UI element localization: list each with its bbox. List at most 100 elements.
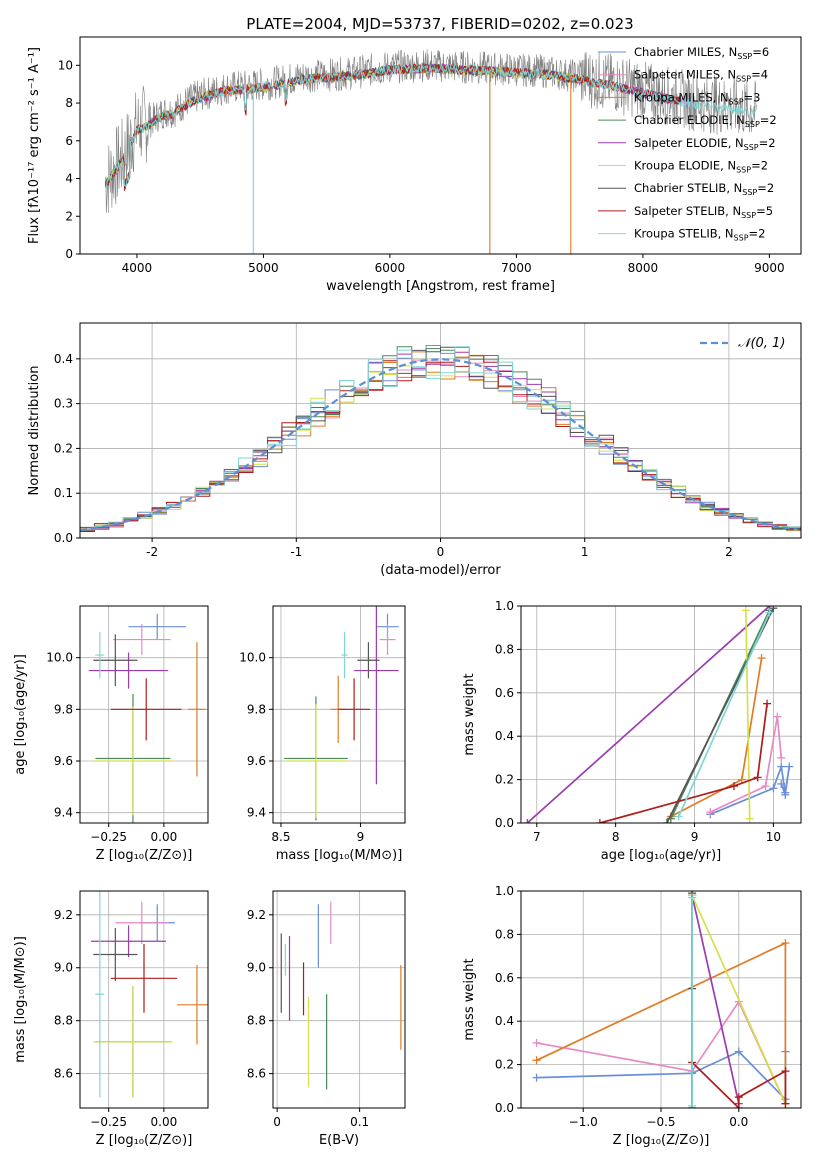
axes-frame bbox=[520, 605, 802, 824]
y-axis-label: Normed distribution bbox=[27, 366, 42, 496]
spectrum-model-4 bbox=[104, 62, 681, 190]
legend-entry-suffix: =3 bbox=[744, 90, 761, 104]
errorbar-point bbox=[128, 613, 186, 640]
y-tick-label: 10 bbox=[58, 58, 73, 72]
spectrum-model-8 bbox=[104, 62, 757, 189]
errorbar-point bbox=[95, 891, 105, 1098]
weight-marker bbox=[532, 1073, 541, 1082]
x-tick-label: 0 bbox=[437, 545, 445, 559]
x-tick-label: 9 bbox=[691, 830, 699, 844]
spectrum-model-6 bbox=[104, 62, 681, 187]
weight-marker bbox=[761, 782, 770, 791]
x-axis-label: wavelength [Angstrom, rest frame] bbox=[326, 279, 555, 294]
errorbar-point bbox=[115, 901, 169, 944]
errorbar-point bbox=[88, 652, 169, 689]
y-tick-label: 0.8 bbox=[495, 927, 514, 941]
panel-age-vs-mass: 8.5 9 9.4 9.6 9.8 10.0 mass [log₁₀(M/M⊙)] bbox=[239, 605, 406, 863]
legend-entry-sub: SSP bbox=[736, 166, 751, 175]
x-axis-label: Z [log₁₀(Z/Z⊙)] bbox=[613, 1133, 710, 1148]
errorbar-point bbox=[95, 631, 105, 679]
y-tick-label: 9.2 bbox=[247, 908, 266, 922]
errorbar-point bbox=[93, 986, 173, 1098]
x-tick-label: 9000 bbox=[754, 261, 785, 275]
panel-spectrum: 4000 5000 6000 7000 8000 9000 0 2 4 6 8 10 wavelengt… bbox=[27, 36, 802, 294]
axes-frame bbox=[272, 605, 406, 824]
legend-entry-sub: SSP bbox=[729, 97, 744, 106]
panel-mass-vs-ebv: 0 0.1 8.6 8.8 9.0 9.2 E(B-V) bbox=[247, 890, 406, 1148]
y-tick-label: 0 bbox=[65, 247, 73, 261]
errorbar-point bbox=[188, 642, 206, 777]
x-tick-label: -1 bbox=[290, 545, 302, 559]
weight-marker bbox=[532, 1038, 541, 1047]
y-tick-label: 9.6 bbox=[54, 754, 73, 768]
y-axis-label: mass weight bbox=[462, 958, 477, 1040]
weight-series-1 bbox=[709, 716, 783, 813]
x-tick-label: 0.00 bbox=[151, 830, 178, 844]
errorbar-point bbox=[113, 624, 171, 656]
errorbar-point bbox=[341, 631, 348, 679]
weight-marker bbox=[769, 784, 778, 793]
weight-marker bbox=[741, 606, 750, 615]
weight-marker bbox=[781, 1099, 790, 1108]
x-axis-label: mass [log₁₀(M/M⊙)] bbox=[276, 848, 403, 863]
y-tick-label: 9.4 bbox=[54, 806, 73, 820]
weight-marker bbox=[781, 939, 790, 948]
plot-area-weight-vs-Z bbox=[521, 891, 801, 1108]
weight-marker bbox=[729, 782, 738, 791]
y-axis-label: age [log₁₀(age/yr)] bbox=[13, 654, 28, 775]
x-tick-label: 5000 bbox=[248, 261, 279, 275]
y-tick-label: 9.8 bbox=[247, 702, 266, 716]
weight-marker bbox=[745, 814, 754, 823]
x-axis-label: Z [log₁₀(Z/Z⊙)] bbox=[96, 848, 193, 863]
weight-series-4 bbox=[526, 606, 771, 823]
weight-marker bbox=[706, 808, 715, 817]
legend-entry: Kroupa MILES, NSSP=3 bbox=[634, 90, 760, 106]
y-tick-label: 9.8 bbox=[54, 702, 73, 716]
errorbar-point bbox=[91, 925, 167, 958]
weight-marker bbox=[753, 773, 762, 782]
y-axis-label: Flux [fλ10⁻¹⁷ erg cm⁻² s⁻¹ A⁻¹] bbox=[27, 47, 42, 244]
legend-entry: Chabrier ELODIE, NSSP=2 bbox=[634, 113, 777, 129]
errorbar-point bbox=[357, 642, 380, 679]
legend-entry-text: Salpeter ELODIE, N bbox=[634, 136, 744, 150]
weight-marker bbox=[595, 819, 604, 823]
weight-marker bbox=[688, 893, 697, 902]
weight-marker bbox=[523, 819, 532, 823]
x-tick-label: 2 bbox=[725, 545, 733, 559]
errorbar-point bbox=[110, 943, 178, 1013]
y-tick-label: 9.0 bbox=[247, 961, 266, 975]
legend-entry-suffix: =5 bbox=[756, 204, 773, 218]
weight-marker bbox=[688, 1101, 697, 1108]
y-tick-label: 1.0 bbox=[495, 599, 514, 613]
y-tick-label: 8.8 bbox=[247, 1014, 266, 1028]
errorbar-point bbox=[354, 606, 399, 785]
y-tick-label: 8.6 bbox=[247, 1067, 266, 1081]
axes-frame bbox=[79, 36, 802, 255]
y-tick-label: 0.1 bbox=[54, 486, 73, 500]
legend-entry-text: Salpeter STELIB, N bbox=[634, 204, 741, 218]
y-tick-label: 0.3 bbox=[54, 397, 73, 411]
legend-entry-suffix: =2 bbox=[759, 136, 776, 150]
axes-frame bbox=[79, 605, 209, 824]
plot-area-mass-vs-Z bbox=[80, 891, 208, 1108]
weight-marker bbox=[777, 779, 786, 788]
y-tick-label: 6 bbox=[65, 134, 73, 148]
weight-marker bbox=[781, 790, 790, 799]
x-tick-label: 1 bbox=[581, 545, 589, 559]
y-tick-label: 0.2 bbox=[54, 441, 73, 455]
legend-entry-sub: SSP bbox=[741, 211, 756, 220]
weight-marker bbox=[734, 1047, 743, 1056]
x-axis-label: E(B-V) bbox=[319, 1133, 359, 1148]
y-tick-label: 0.6 bbox=[495, 971, 514, 985]
errorbar-point bbox=[93, 706, 173, 816]
weight-series-8 bbox=[677, 612, 771, 817]
weight-marker bbox=[532, 1056, 541, 1065]
legend-entry: Kroupa STELIB, NSSP=2 bbox=[634, 227, 765, 243]
legend-entry: Kroupa ELODIE, NSSP=2 bbox=[634, 159, 768, 175]
errorbar-point bbox=[110, 678, 182, 741]
x-tick-label: 8000 bbox=[628, 261, 659, 275]
errorbar-point bbox=[177, 965, 208, 1045]
plot-area-weight-vs-age bbox=[521, 606, 801, 823]
legend-entry-suffix: =2 bbox=[751, 159, 768, 173]
